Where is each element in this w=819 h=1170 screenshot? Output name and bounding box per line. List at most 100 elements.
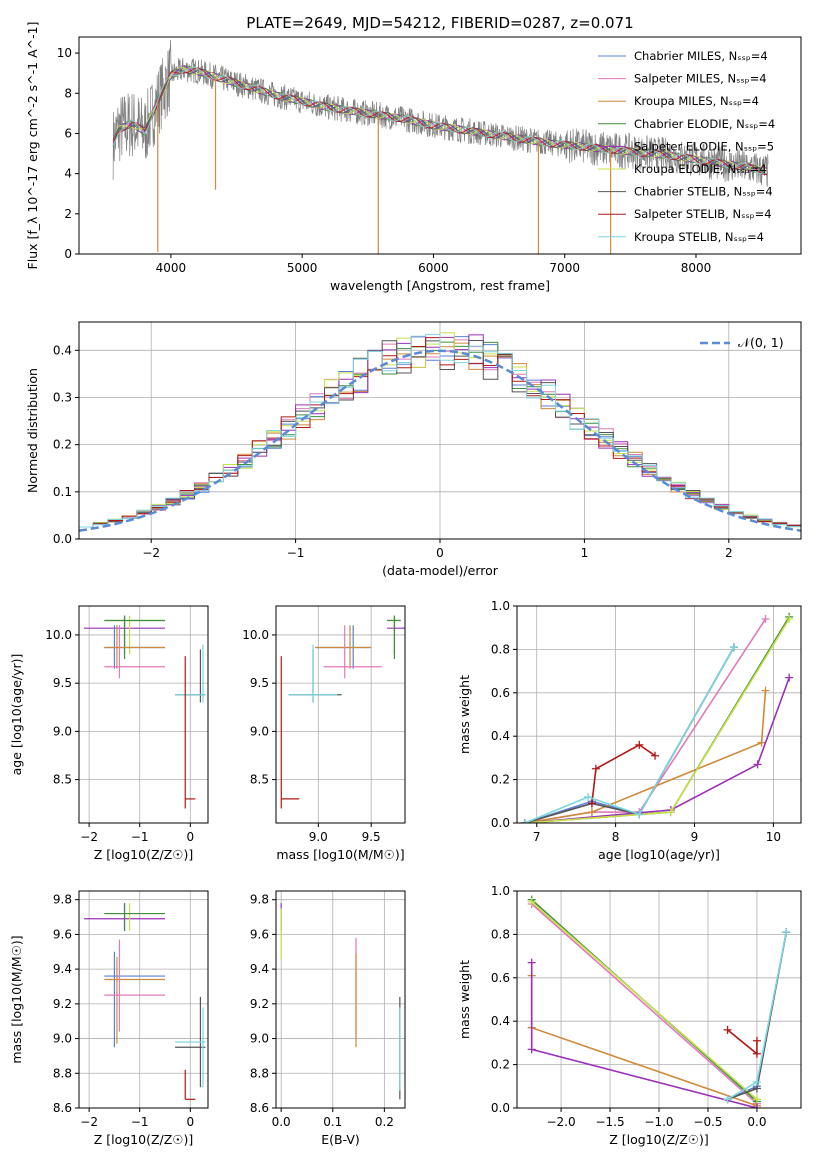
y-tick-label: 4 [64,167,72,181]
legend-label: Salpeter ELODIE, Nₛₛₚ=5 [634,139,774,153]
y-axis-label: mass weight [457,960,472,1039]
mass-weight-vs-age-panel: 7 8 9 10 0.0 0.2 0.4 0.6 0.8 1.0 age [log10(age/yr… [457,599,802,862]
y-tick-label: 0.8 [491,642,510,656]
y-tick-label: 10 [57,46,72,60]
series-line-salpeter_elodie [524,677,790,823]
residuals-panel: −2 −1 0 1 2 0.0 0.1 0.2 0.3 0.4 (data-model)/error… [25,321,802,578]
series-marker-kroupa_elodie [527,897,536,906]
series-line-salpeter_miles [531,903,758,1105]
plot-area [527,895,791,1108]
series-marker-kroupa_stelib [723,1095,732,1104]
y-tick-label: 1.0 [491,884,510,898]
series-marker-kroupa_stelib [635,810,644,819]
legend-label: Kroupa MILES, Nₛₛₚ=4 [634,94,759,108]
x-tick-label: 0.1 [323,1115,342,1129]
mass-vs-metallicity-panel: −2 −1 0 8.6 8.8 9.0 9.2 9.4 9.6 9.8 Z [log10(Z/Z☉)… [9,890,209,1147]
x-tick-label: 7000 [549,261,580,275]
legend-label: Kroupa STELIB, Nₛₛₚ=4 [634,230,764,244]
series-marker-salpeter_elodie [752,1104,761,1108]
y-tick-label: 9.5 [53,676,72,690]
series-line-salpeter_stelib [591,743,656,804]
legend-label: Salpeter MILES, Nₛₛₚ=4 [634,72,767,86]
series-marker-salpeter_elodie [753,760,762,769]
x-tick-label: −2 [80,830,98,844]
y-tick-label: 1.0 [491,599,510,613]
y-tick-label: 8.6 [250,1101,269,1115]
mass-weight-vs-metallicity-panel: −2.0 −1.5 −1.0 −0.5 0.0 0.0 0.2 0.4 0.6 0.8 1.0 Z [… [457,884,802,1147]
x-tick-label: 0.0 [747,1115,766,1129]
y-tick-label: 0.0 [491,1101,510,1115]
model-spectrum-salpeter_stelib [112,67,767,175]
x-tick-label: 6000 [418,261,449,275]
y-axis-label: Flux [f_λ 10^-17 erg cm^-2 s^-1 A^-1] [25,22,40,270]
plot-area [280,615,405,809]
y-tick-label: 2 [64,207,72,221]
x-axis-label: Z [log10(Z/Z☉)] [94,1132,194,1147]
x-tick-label: 2 [725,546,733,560]
series-line-kroupa_miles [530,975,758,1107]
x-tick-label: 7 [533,830,541,844]
y-axis-label: age [log10(age/yr)] [9,654,24,776]
y-tick-label: 0.8 [491,927,510,941]
y-tick-label: 0.3 [53,390,72,404]
x-tick-label: 0 [186,1115,194,1129]
y-tick-label: 9.0 [250,724,269,738]
x-tick-label: −1.5 [595,1115,624,1129]
series-marker-kroupa_elodie [785,615,794,624]
y-tick-label: 9.6 [53,927,72,941]
y-tick-label: 0.4 [491,729,510,743]
legend: Chabrier MILES, Nₛₛₚ=4 Salpeter MILES, Nₛ… [598,49,775,244]
x-tick-label: −2.0 [546,1115,575,1129]
x-axis-label: mass [log10(M/M☉)] [276,847,404,862]
series-line-kroupa_miles [524,690,767,823]
series-marker-salpeter_stelib [635,740,644,749]
x-tick-label: 1 [581,546,589,560]
y-tick-label: 9.0 [53,724,72,738]
y-tick-label: 0.4 [491,1014,510,1028]
age-vs-mass-panel: 9.0 9.5 8.5 9.0 9.5 10.0 mass [log10(M/M☉)] [242,605,406,862]
axes-frame [78,890,209,1109]
series-marker-salpeter_stelib [723,1025,732,1034]
y-tick-label: 9.8 [53,893,72,907]
y-tick-label: 0.2 [491,773,510,787]
series-line-kroupa_elodie [531,901,758,1100]
y-tick-label: 9.0 [53,1032,72,1046]
age-vs-metallicity-panel: −2 −1 0 8.5 9.0 9.5 10.0 Z [log10(Z/Z☉)] age [lo… [9,605,209,862]
y-tick-label: 8.5 [250,773,269,787]
y-tick-label: 9.5 [250,676,269,690]
series-marker-salpeter_stelib [651,751,660,760]
x-tick-label: −1 [131,1115,149,1129]
series-line-salpeter_stelib [727,1029,758,1056]
y-tick-label: 8 [64,86,72,100]
series-marker-salpeter_elodie [527,958,536,967]
y-tick-label: 9.4 [250,962,269,976]
y-axis-label: Normed distribution [25,368,40,493]
y-tick-label: 8.8 [250,1066,269,1080]
y-tick-label: 9.4 [53,962,72,976]
legend-label: Chabrier MILES, Nₛₛₚ=4 [634,49,768,63]
axes-frame [275,890,406,1109]
x-axis-label: Z [log10(Z/Z☉)] [609,1132,709,1147]
model-spectrum-kroupa_stelib [112,66,768,174]
plot-area [112,40,769,254]
legend-label: Chabrier ELODIE, Nₛₛₚ=4 [634,117,775,131]
series-line-salpeter_elodie [530,962,758,1108]
x-tick-label: 8 [612,830,620,844]
x-tick-label: 0 [436,546,444,560]
x-tick-label: 0 [186,830,194,844]
x-axis-label: age [log10(age/yr)] [598,847,720,862]
series-marker-kroupa_miles [761,686,770,695]
y-tick-label: 9.8 [250,893,269,907]
series-marker-salpeter_stelib [752,1036,761,1045]
y-tick-label: 0.4 [53,343,72,357]
plot-area [79,332,801,532]
gaussian-curve [79,349,801,532]
series-marker-salpeter_elodie [527,1045,536,1054]
series-line-kroupa_stelib [524,646,735,823]
y-tick-label: 0.0 [53,532,72,546]
y-tick-label: 6 [64,126,72,140]
y-tick-label: 9.2 [250,997,269,1011]
y-tick-label: 10.0 [45,628,72,642]
x-tick-label: −2 [142,546,160,560]
